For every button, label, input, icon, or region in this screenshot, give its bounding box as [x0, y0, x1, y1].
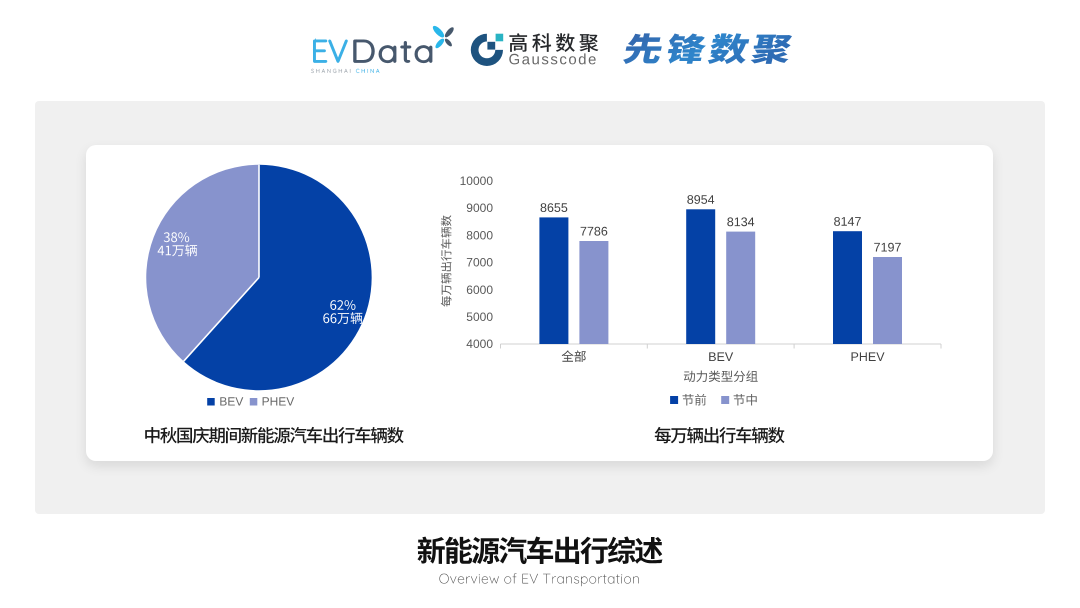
svg-text:10000: 10000 [460, 174, 494, 188]
svg-text:6000: 6000 [466, 283, 493, 297]
svg-text:4000: 4000 [466, 337, 493, 351]
svg-text:7000: 7000 [466, 256, 493, 270]
svg-text:9000: 9000 [466, 201, 493, 215]
svg-text:5000: 5000 [466, 310, 493, 324]
svg-text:8000: 8000 [466, 228, 493, 242]
